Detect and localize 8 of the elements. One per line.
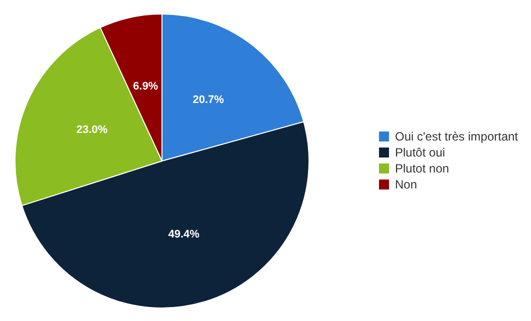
data-label: 23.0% (76, 124, 108, 136)
legend-label: Plutot non (395, 162, 450, 176)
data-label: 20.7% (192, 94, 224, 106)
legend-label: Oui c'est très important (395, 130, 519, 144)
legend-label: Plutôt oui (395, 146, 446, 160)
legend-label: Non (395, 178, 418, 192)
data-label: 6.9% (133, 80, 158, 92)
data-label: 49.4% (168, 228, 200, 240)
